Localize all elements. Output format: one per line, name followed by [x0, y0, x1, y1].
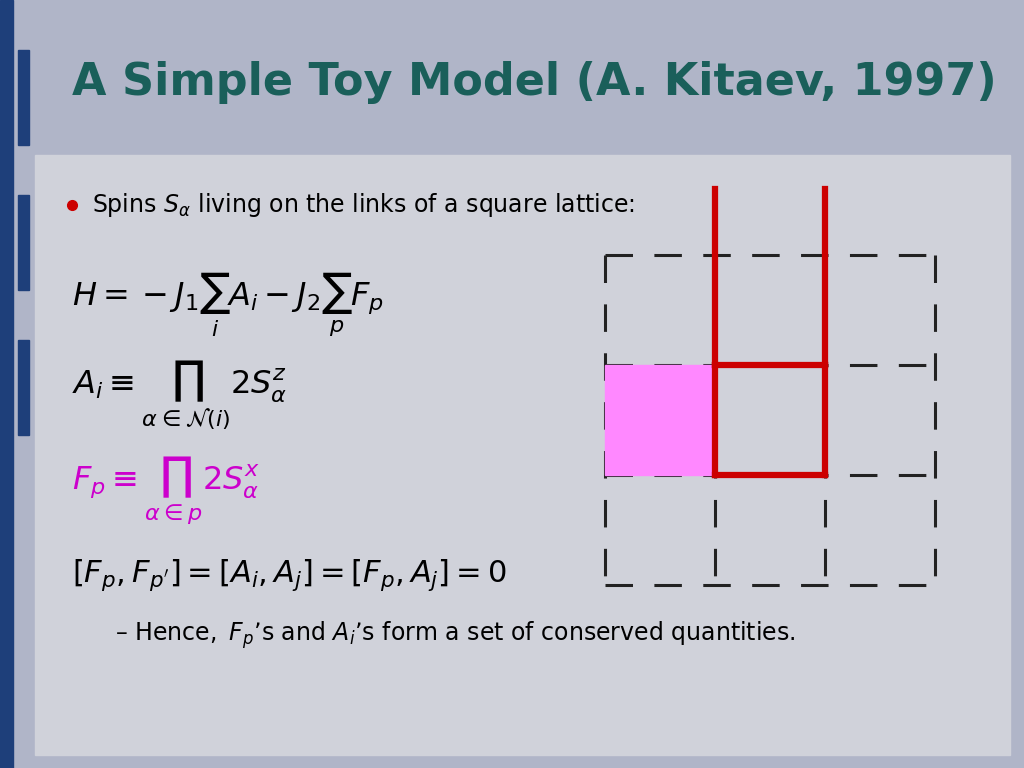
- Text: $[F_p, F_{p^\prime}] = [A_i, A_j] = [F_p, A_j] = 0$: $[F_p, F_{p^\prime}] = [A_i, A_j] = [F_p…: [72, 557, 507, 593]
- Bar: [35, 155, 1010, 755]
- Text: $A_i \equiv \prod_{\alpha\in\mathcal{N}(i)} 2S^z_\alpha$: $A_i \equiv \prod_{\alpha\in\mathcal{N}(…: [72, 359, 288, 432]
- Text: $H = -J_1\sum_i A_i - J_2\sum_p F_p$: $H = -J_1\sum_i A_i - J_2\sum_p F_p$: [72, 271, 384, 339]
- Text: $F_p \equiv \prod_{\alpha\in p} 2S^x_\alpha$: $F_p \equiv \prod_{\alpha\in p} 2S^x_\al…: [72, 455, 260, 525]
- Text: A Simple Toy Model (A. Kitaev, 1997): A Simple Toy Model (A. Kitaev, 1997): [72, 61, 996, 104]
- Text: – Hence,  $F_p$’s and $A_i$’s form a set of conserved quantities.: – Hence, $F_p$’s and $A_i$’s form a set …: [115, 619, 796, 650]
- Bar: [35, 10, 1010, 145]
- Text: Spins $S_\alpha$ living on the links of a square lattice:: Spins $S_\alpha$ living on the links of …: [92, 191, 635, 219]
- Bar: [605, 365, 715, 475]
- Bar: [18, 50, 29, 145]
- Bar: [18, 195, 29, 290]
- Bar: [0, 0, 13, 768]
- Bar: [18, 340, 29, 435]
